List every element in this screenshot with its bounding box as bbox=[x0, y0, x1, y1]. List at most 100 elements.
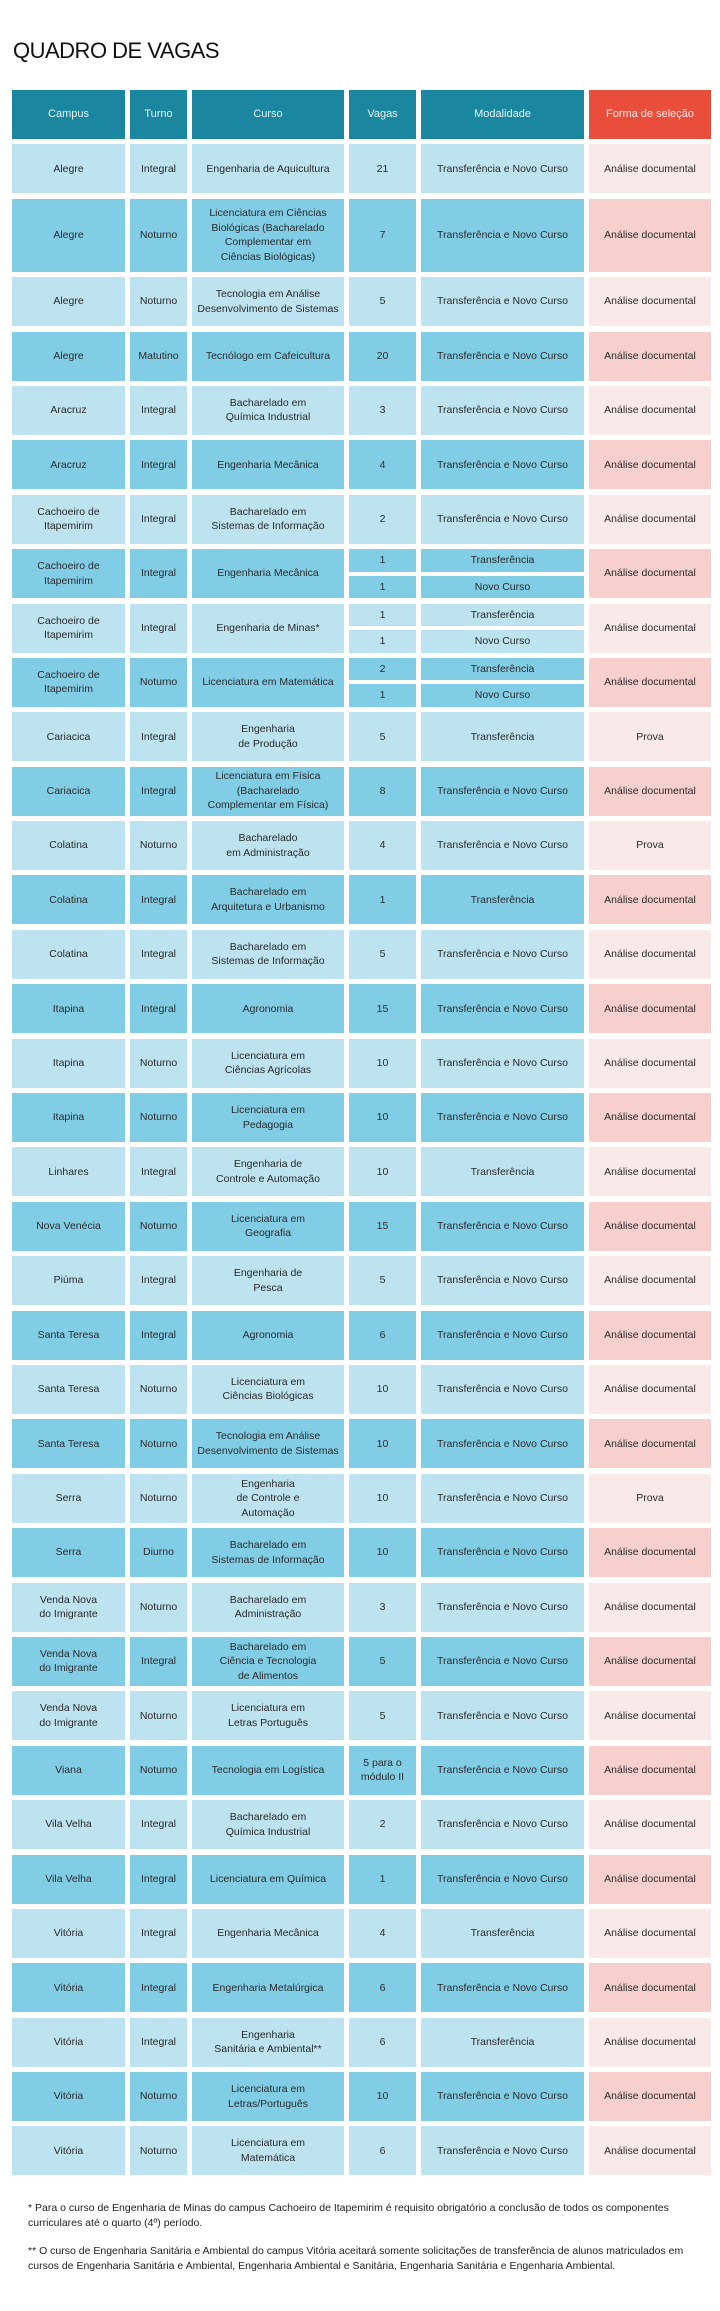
vagas-cell: 10 bbox=[349, 1473, 416, 1523]
turno-cell: Integral bbox=[130, 1800, 187, 1850]
campus-cell: Linhares bbox=[12, 1147, 125, 1197]
table-row: Venda Nova do Imigrante Noturno Licenciatu… bbox=[12, 1691, 711, 1741]
campus-cell: Colatina bbox=[12, 821, 125, 871]
table-row: Serra Noturno Engenharia de Controle e Aut… bbox=[12, 1473, 711, 1523]
campus-cell: Alegre bbox=[12, 277, 125, 327]
turno-cell: Integral bbox=[130, 875, 187, 925]
table-row: Alegre Integral Engenharia de Aquicultura 2… bbox=[12, 144, 711, 194]
vagas-cell: 5 bbox=[349, 1256, 416, 1306]
forma-selecao-cell: Análise documental bbox=[589, 385, 711, 435]
vagas-cell: 5 bbox=[349, 1636, 416, 1686]
forma-selecao-cell: Análise documental bbox=[589, 549, 711, 599]
curso-cell: Tecnologia em Logística bbox=[192, 1745, 344, 1795]
turno-cell: Noturno bbox=[130, 1745, 187, 1795]
header-modalidade: Modalidade bbox=[421, 90, 584, 139]
forma-selecao-cell: Análise documental bbox=[589, 1636, 711, 1686]
forma-selecao-cell: Análise documental bbox=[589, 1038, 711, 1088]
table-row: Vitória Noturno Licenciatura em Matemática… bbox=[12, 2126, 711, 2176]
turno-cell: Integral bbox=[130, 440, 187, 490]
modalidade-cell: Transferência e Novo Curso bbox=[421, 277, 584, 327]
curso-cell: Engenharia de Minas* bbox=[192, 603, 344, 653]
modalidade-cell: Transferência bbox=[421, 657, 584, 681]
turno-cell: Noturno bbox=[130, 1582, 187, 1632]
campus-cell: Aracruz bbox=[12, 385, 125, 435]
turno-cell: Noturno bbox=[130, 2072, 187, 2122]
curso-cell: Bacharelado em Sistemas de Informação bbox=[192, 1528, 344, 1578]
table-row: Cachoeiro de Itapemirim Noturno Licenciatu… bbox=[12, 657, 711, 707]
table-body: Alegre Integral Engenharia de Aquicultura 2… bbox=[12, 144, 711, 2176]
forma-selecao-cell: Análise documental bbox=[589, 1201, 711, 1251]
campus-cell: Cachoeiro de Itapemirim bbox=[12, 549, 125, 599]
turno-cell: Integral bbox=[130, 1310, 187, 1360]
campus-cell: Serra bbox=[12, 1473, 125, 1523]
header-curso: Curso bbox=[192, 90, 344, 139]
curso-cell: Tecnologia em Análise Desenvolvimento de… bbox=[192, 277, 344, 327]
curso-cell: Engenharia Mecânica bbox=[192, 1908, 344, 1958]
vagas-cell: 1 bbox=[349, 575, 416, 599]
forma-selecao-cell: Prova bbox=[589, 1473, 711, 1523]
curso-cell: Engenharia de Controle e Automação bbox=[192, 1473, 344, 1523]
table-row: Piúma Integral Engenharia de Pesca 5 Transfe… bbox=[12, 1256, 711, 1306]
table-row: Itapina Noturno Licenciatura em Pedagogia 1… bbox=[12, 1093, 711, 1143]
table-header: Campus Turno Curso Vagas Modalidade Form… bbox=[12, 90, 711, 139]
curso-cell: Engenharia Mecânica bbox=[192, 549, 344, 599]
turno-cell: Noturno bbox=[130, 277, 187, 327]
modalidade-cell: Transferência e Novo Curso bbox=[421, 1854, 584, 1904]
modalidade-cell: Novo Curso bbox=[421, 575, 584, 599]
forma-selecao-cell: Análise documental bbox=[589, 2072, 711, 2122]
table-row: Itapina Noturno Licenciatura em Ciências A… bbox=[12, 1038, 711, 1088]
curso-cell: Licenciatura em Letras Português bbox=[192, 1691, 344, 1741]
turno-cell: Integral bbox=[130, 1908, 187, 1958]
forma-selecao-cell: Análise documental bbox=[589, 875, 711, 925]
modalidade-split: Transferência Novo Curso bbox=[421, 657, 584, 707]
turno-cell: Integral bbox=[130, 1854, 187, 1904]
turno-cell: Noturno bbox=[130, 1473, 187, 1523]
vagas-cell: 7 bbox=[349, 198, 416, 272]
turno-cell: Noturno bbox=[130, 2126, 187, 2176]
forma-selecao-cell: Análise documental bbox=[589, 331, 711, 381]
campus-cell: Itapina bbox=[12, 1093, 125, 1143]
turno-cell: Integral bbox=[130, 603, 187, 653]
table-row: Santa Teresa Integral Agronomia 6 Transferên… bbox=[12, 1310, 711, 1360]
modalidade-cell: Transferência e Novo Curso bbox=[421, 1636, 584, 1686]
modalidade-cell: Transferência bbox=[421, 875, 584, 925]
campus-cell: Vitória bbox=[12, 1908, 125, 1958]
turno-cell: Integral bbox=[130, 1963, 187, 2013]
campus-cell: Vitória bbox=[12, 2072, 125, 2122]
turno-cell: Integral bbox=[130, 1147, 187, 1197]
table-row: Colatina Integral Bacharelado em Sistemas … bbox=[12, 929, 711, 979]
forma-selecao-cell: Análise documental bbox=[589, 929, 711, 979]
curso-cell: Licenciatura em Física (Bacharelado Comp… bbox=[192, 766, 344, 816]
vagas-cell: 5 bbox=[349, 929, 416, 979]
table-row: Vitória Integral Engenharia Metalúrgica 6 Tr… bbox=[12, 1963, 711, 2013]
curso-cell: Licenciatura em Ciências Agrícolas bbox=[192, 1038, 344, 1088]
footnote-sanitaria: ** O curso de Engenharia Sanitária e Amb… bbox=[28, 2245, 684, 2272]
campus-cell: Alegre bbox=[12, 144, 125, 194]
forma-selecao-cell: Análise documental bbox=[589, 1528, 711, 1578]
table-row: Vila Velha Integral Licenciatura em Químic… bbox=[12, 1854, 711, 1904]
table-row: Cariacica Integral Licenciatura em Física … bbox=[12, 766, 711, 816]
campus-cell: Vitória bbox=[12, 1963, 125, 2013]
footnotes: * Para o curso de Engenharia de Minas do… bbox=[28, 2201, 688, 2287]
campus-cell: Cachoeiro de Itapemirim bbox=[12, 494, 125, 544]
vagas-cell: 5 bbox=[349, 277, 416, 327]
modalidade-cell: Transferência e Novo Curso bbox=[421, 1582, 584, 1632]
vagas-cell: 4 bbox=[349, 821, 416, 871]
modalidade-cell: Transferência e Novo Curso bbox=[421, 385, 584, 435]
table-row: Aracruz Integral Bacharelado em Química In… bbox=[12, 385, 711, 435]
turno-cell: Noturno bbox=[130, 1093, 187, 1143]
table-row: Cachoeiro de Itapemirim Integral Engenhari… bbox=[12, 603, 711, 653]
curso-cell: Bacharelado em Arquitetura e Urbanismo bbox=[192, 875, 344, 925]
curso-cell: Licenciatura em Letras/Português bbox=[192, 2072, 344, 2122]
turno-cell: Integral bbox=[130, 385, 187, 435]
modalidade-cell: Transferência e Novo Curso bbox=[421, 144, 584, 194]
curso-cell: Engenharia Sanitária e Ambiental** bbox=[192, 2017, 344, 2067]
turno-cell: Integral bbox=[130, 929, 187, 979]
forma-selecao-cell: Análise documental bbox=[589, 1800, 711, 1850]
modalidade-cell: Transferência e Novo Curso bbox=[421, 821, 584, 871]
forma-selecao-cell: Análise documental bbox=[589, 1854, 711, 1904]
forma-selecao-cell: Análise documental bbox=[589, 1256, 711, 1306]
modalidade-cell: Transferência e Novo Curso bbox=[421, 984, 584, 1034]
